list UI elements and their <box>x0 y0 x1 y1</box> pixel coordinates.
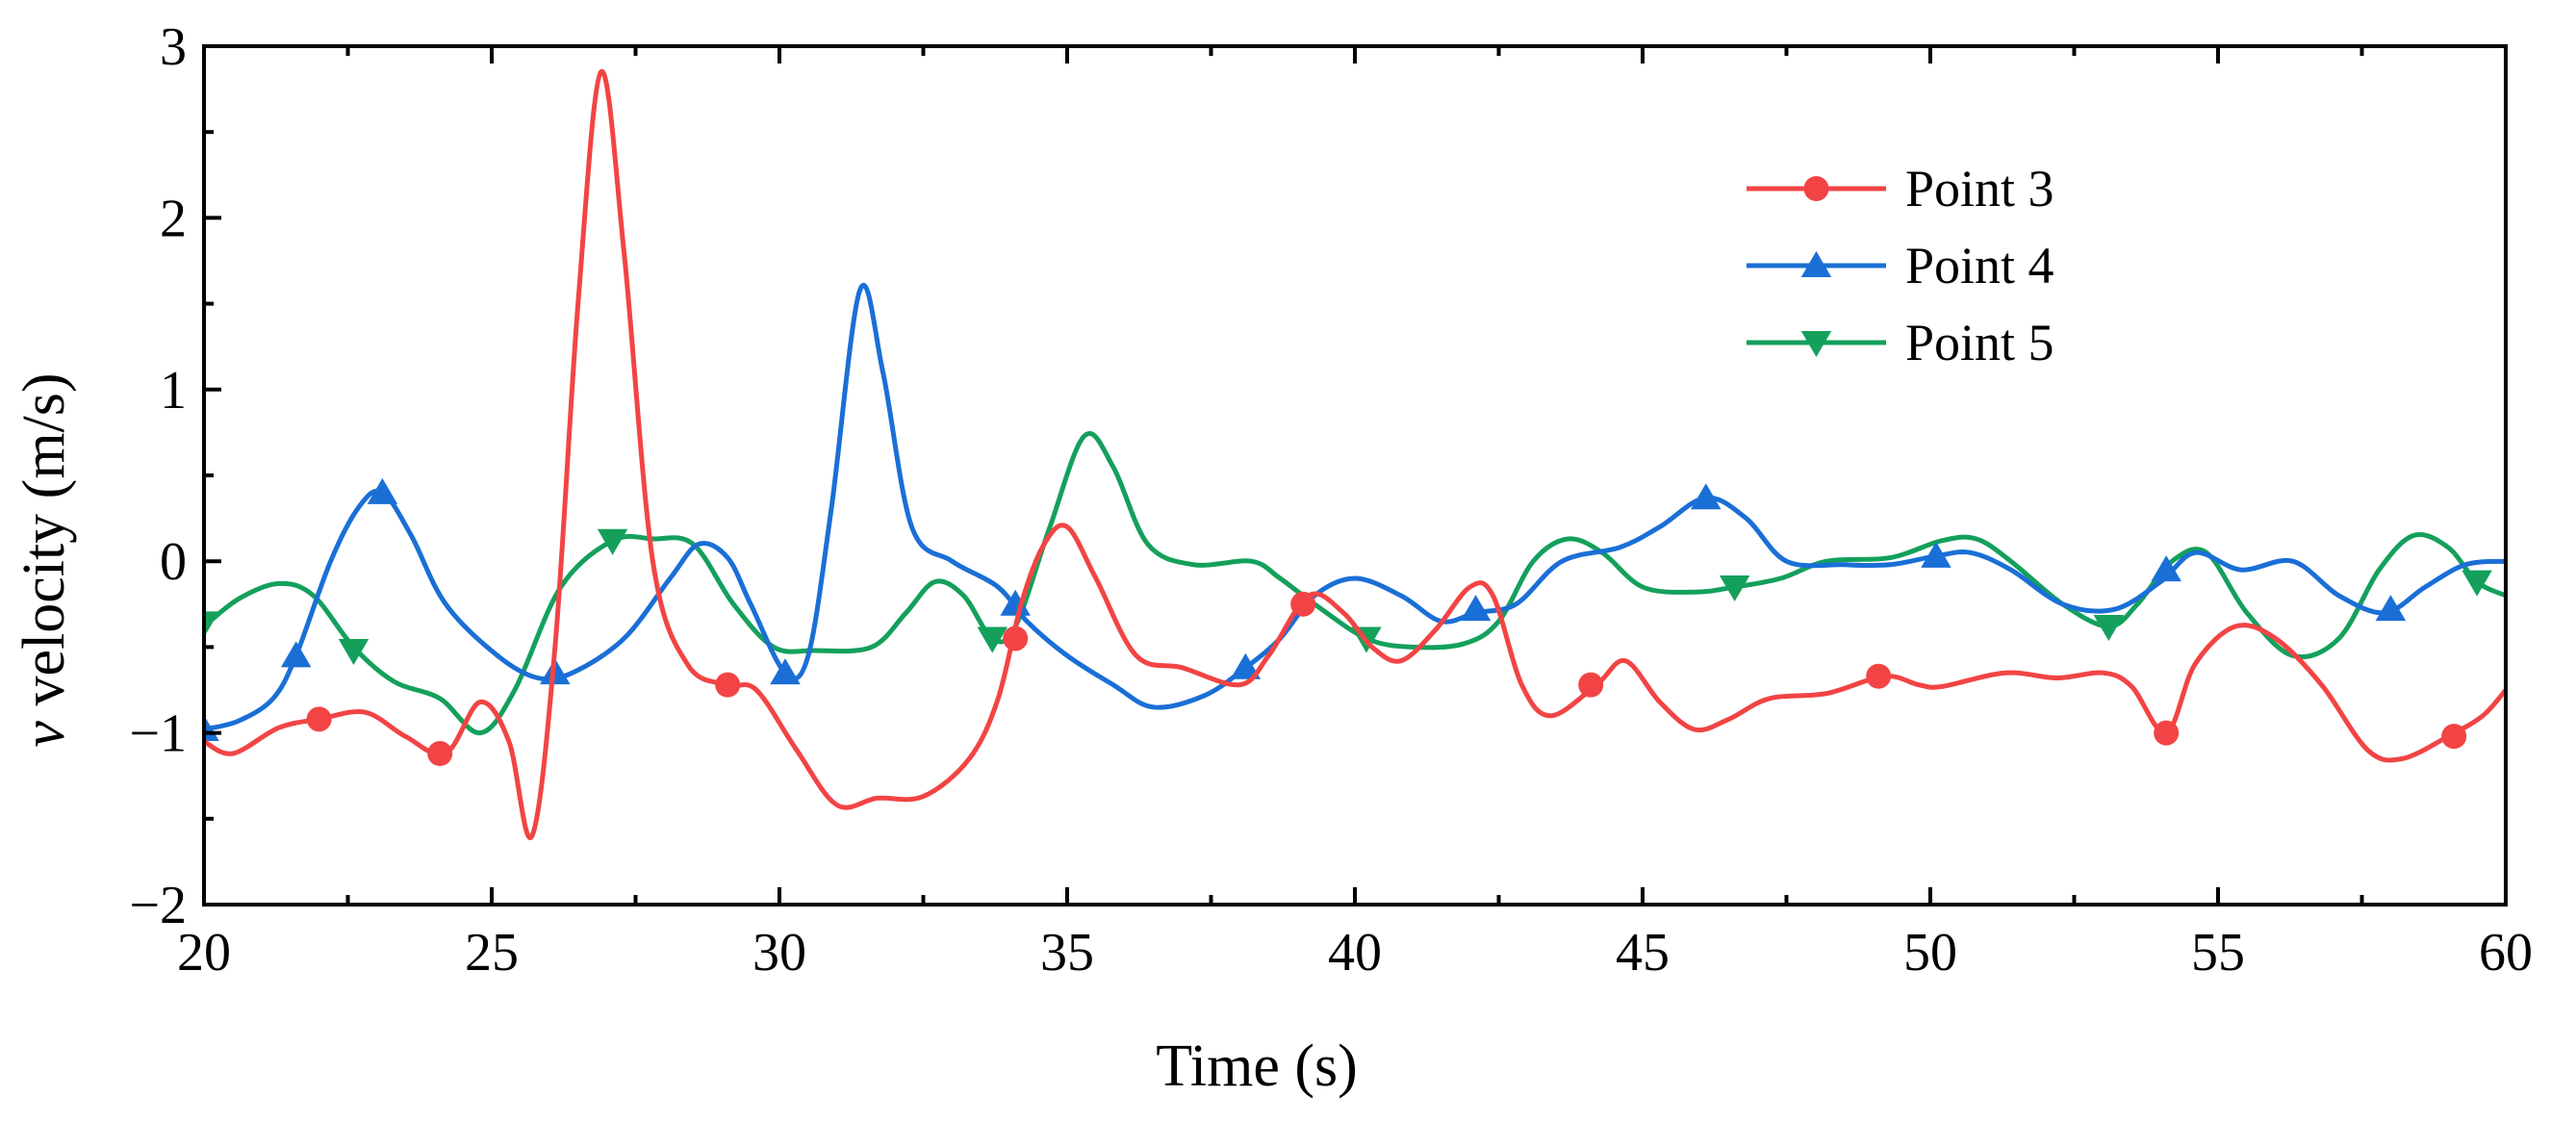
y-tick-label: 1 <box>160 361 187 421</box>
data-point-point-4 <box>1000 589 1031 616</box>
series-line-point-3 <box>204 69 2506 841</box>
series-line-point-4 <box>204 283 2506 732</box>
data-point-point-3 <box>2154 720 2180 746</box>
legend-label-point-4: Point 4 <box>1905 237 2054 294</box>
series-point-3 <box>204 69 2506 841</box>
data-point-point-4 <box>280 641 312 668</box>
legend-item-point-3: Point 3 <box>1747 160 2054 217</box>
legend: Point 3 Point 4 Point 5 <box>1747 160 2054 371</box>
data-point-point-5 <box>2461 570 2492 597</box>
y-tick-label: 0 <box>160 532 187 592</box>
data-point-point-4 <box>2151 555 2181 582</box>
x-tick-label: 20 <box>177 923 231 983</box>
data-point-point-5 <box>2093 614 2125 641</box>
data-point-point-5 <box>977 626 1008 653</box>
y-tick-label: 3 <box>160 17 187 77</box>
y-tick-label: 2 <box>160 189 187 248</box>
axis-ticks: 20 25 30 35 40 45 50 55 60 −2 −1 0 1 2 3 <box>129 17 2533 983</box>
data-point-point-3 <box>306 706 332 732</box>
legend-label-point-5: Point 5 <box>1905 314 2054 371</box>
x-tick-label: 60 <box>2479 923 2533 983</box>
plot-frame <box>202 44 2508 907</box>
data-point-point-4 <box>367 477 398 504</box>
x-tick-label: 55 <box>2191 923 2245 983</box>
y-tick-label: −1 <box>129 704 187 764</box>
plot-marks <box>204 69 2506 841</box>
legend-marker-point-4 <box>1800 251 1832 277</box>
y-axis-title-rest: velocity (m/s) <box>12 372 77 721</box>
data-point-point-4 <box>770 658 801 685</box>
legend-item-point-5: Point 5 <box>1747 314 2054 371</box>
data-point-point-4 <box>1921 541 1951 568</box>
data-point-point-4 <box>1460 595 1492 622</box>
x-tick-label: 40 <box>1328 923 1382 983</box>
data-point-point-3 <box>1003 626 1029 651</box>
series-point-4 <box>204 283 2506 742</box>
data-point-point-5 <box>338 638 370 665</box>
y-tick-label: −2 <box>129 876 187 935</box>
data-point-point-3 <box>1290 591 1316 617</box>
y-axis-title-italic: v <box>12 721 77 748</box>
data-point-point-4 <box>1691 483 1722 510</box>
x-tick-label: 45 <box>1616 923 1670 983</box>
x-tick-label: 30 <box>752 923 806 983</box>
y-axis-title: v velocity (m/s) <box>12 372 77 747</box>
data-point-point-3 <box>1866 663 1892 689</box>
data-point-point-5 <box>597 528 628 555</box>
data-point-point-4 <box>1230 652 1262 679</box>
x-tick-label: 35 <box>1040 923 1094 983</box>
data-point-point-3 <box>2441 724 2467 750</box>
data-point-point-4 <box>2375 595 2407 622</box>
legend-item-point-4: Point 4 <box>1747 237 2054 294</box>
x-tick-label: 50 <box>1903 923 1957 983</box>
legend-marker-point-5 <box>1800 331 1832 357</box>
data-point-point-3 <box>715 672 741 698</box>
data-point-point-5 <box>1719 575 1750 601</box>
legend-marker-point-3 <box>1803 176 1829 201</box>
data-point-point-3 <box>427 741 453 767</box>
x-axis-title: Time (s) <box>1156 1034 1358 1099</box>
legend-label-point-3: Point 3 <box>1905 160 2054 217</box>
data-point-point-5 <box>204 611 219 638</box>
x-tick-label: 25 <box>465 923 519 983</box>
data-point-point-3 <box>1578 672 1604 698</box>
